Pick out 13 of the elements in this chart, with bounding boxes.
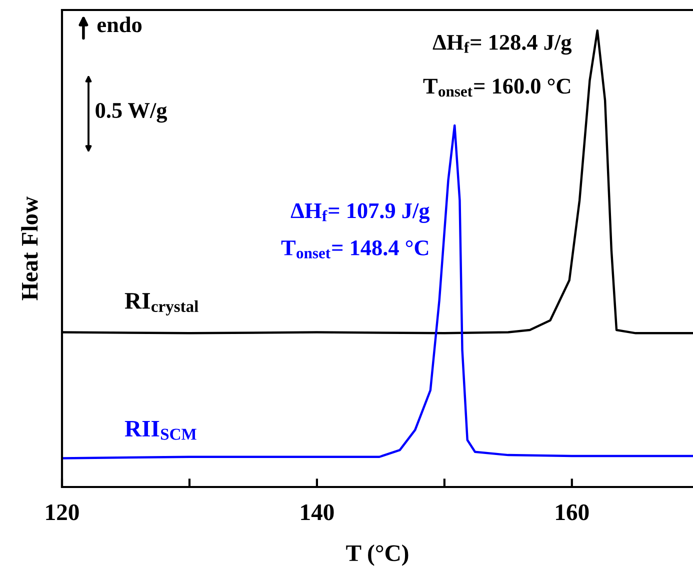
series-label: RII$_{SCM}$ xyxy=(124,420,196,440)
annotation: 0.5 W/g xyxy=(96,102,168,123)
x-tick-label: 120 xyxy=(46,504,79,520)
annotation: T$_{onset}$= 148.4 °C xyxy=(281,240,428,258)
annotation: ΔH$_{f}$= 107.9 J/g xyxy=(290,203,430,223)
annotation: T$_{onset}$= 160.0 °C xyxy=(423,78,570,97)
annotation: ΔH$_{f}$= 128.4 J/g xyxy=(432,34,572,55)
x-tick-label: 160 xyxy=(556,504,589,520)
annotation: endo xyxy=(97,16,142,32)
x-tick-label: 140 xyxy=(301,504,334,520)
y-axis-title: Heat Flow xyxy=(21,196,38,300)
x-axis-title: T (°C) xyxy=(346,544,408,566)
series-label: RI$_{crystal}$ xyxy=(124,293,198,316)
